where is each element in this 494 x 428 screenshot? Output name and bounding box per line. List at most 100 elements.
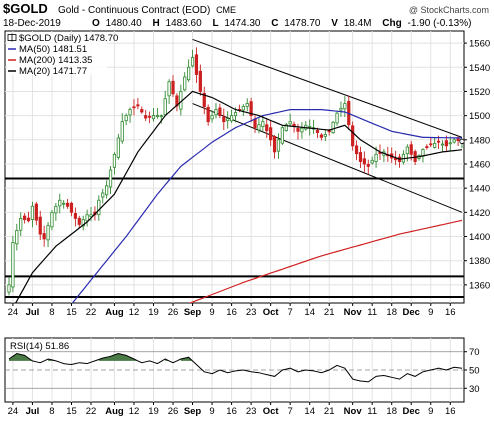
candle xyxy=(85,209,89,227)
candle xyxy=(335,111,339,126)
candle xyxy=(11,236,15,293)
candle xyxy=(440,140,445,152)
candle xyxy=(229,109,234,124)
price-tick-label-10: 1560 xyxy=(469,39,490,50)
close-value: 1478.70 xyxy=(284,18,321,29)
price-x-tick-label-1: Jul xyxy=(26,307,40,318)
candle xyxy=(81,215,85,231)
price-x-tick-label-9: Sep xyxy=(184,307,202,318)
candle xyxy=(202,86,206,115)
price-x-tick-label-13: Oct xyxy=(263,307,280,318)
candle xyxy=(128,107,132,123)
price-x-tick-label-17: Nov xyxy=(344,307,363,318)
candle xyxy=(62,200,66,209)
rsi-x-tick-label-18: 11 xyxy=(367,406,377,417)
candle xyxy=(15,223,19,251)
candle xyxy=(210,110,214,123)
rsi-legend-label: RSI(14) 51.86 xyxy=(10,341,69,352)
price-x-tick-label-7: 19 xyxy=(148,307,159,318)
price-x-tick-label-11: 16 xyxy=(226,307,237,318)
rsi-x-tick-label-14: 7 xyxy=(288,406,293,417)
candle xyxy=(140,106,144,114)
price-y-axis: 1360 1380 1400 1420 1440 1460 1480 1500 1520 1540… xyxy=(464,39,490,291)
candle xyxy=(116,133,120,160)
candle xyxy=(300,122,304,139)
candle xyxy=(374,146,378,168)
candle xyxy=(284,122,288,132)
candle xyxy=(42,225,46,247)
rsi-x-tick-label-15: 14 xyxy=(304,406,315,417)
candle xyxy=(288,113,292,127)
price-tick-label-8: 1520 xyxy=(469,87,490,98)
rsi-x-tick-label-12: 23 xyxy=(246,406,257,417)
price-plot xyxy=(5,38,464,303)
candle xyxy=(65,198,70,209)
exchange-label: CME xyxy=(216,5,236,15)
price-tick-label-6: 1480 xyxy=(469,135,490,146)
candle xyxy=(30,201,35,228)
candle xyxy=(339,101,343,117)
legend-item-ma20: MA(20) 1471.77 xyxy=(8,66,87,77)
rsi-x-tick-label-16: 21 xyxy=(324,406,335,417)
candle xyxy=(370,156,374,165)
close-label: C xyxy=(271,18,278,29)
price-tick-label-2: 1400 xyxy=(469,232,490,243)
candle xyxy=(23,213,27,224)
candle xyxy=(38,210,42,240)
legend-item-ma50: MA(50) 1481.51 xyxy=(8,44,87,55)
price-x-tick-label-22: 16 xyxy=(445,307,456,318)
copyright-label: @ StockCharts.com xyxy=(409,5,489,15)
price-x-tick-label-4: 22 xyxy=(86,307,97,318)
rsi-x-tick-label-1: Jul xyxy=(26,406,40,417)
price-tick-label-3: 1420 xyxy=(469,208,490,219)
price-x-tick-label-16: 21 xyxy=(324,307,335,318)
candle xyxy=(214,103,218,119)
legend-item-ma200: MA(200) 1413.35 xyxy=(8,55,92,66)
price-x-tick-label-18: 11 xyxy=(367,307,377,318)
rsi-x-tick-label-17: Nov xyxy=(344,406,363,417)
candle xyxy=(331,121,335,134)
horizontal-support-lines xyxy=(5,177,464,298)
rsi-x-tick-label-2: 8 xyxy=(49,406,54,417)
change-label: Chg xyxy=(382,18,401,29)
candle xyxy=(54,202,58,221)
candle xyxy=(280,125,284,145)
candle xyxy=(19,212,23,236)
rsi-x-tick-label-0: 24 xyxy=(8,406,19,417)
date-label: 18-Dec-2019 xyxy=(3,18,61,29)
price-tick-label-5: 1460 xyxy=(469,159,490,170)
rsi-x-tick-label-8: 26 xyxy=(168,406,179,417)
candle xyxy=(358,146,363,169)
price-x-tick-label-14: 7 xyxy=(288,307,293,318)
price-x-tick-label-3: 15 xyxy=(66,307,77,318)
legend-item-main: $GOLD (Daily) 1478.70 xyxy=(7,33,118,44)
rsi-guide-lines xyxy=(5,351,464,389)
candle xyxy=(26,211,31,223)
price-x-tick-label-2: 8 xyxy=(49,307,54,318)
contract-name: Gold - Continuous Contract (EOD) xyxy=(58,5,210,16)
candle xyxy=(194,47,199,83)
candle xyxy=(190,49,195,68)
candle xyxy=(257,118,261,134)
low-label: L xyxy=(212,18,218,29)
candle xyxy=(136,98,140,110)
rsi-tick-label-2: 70 xyxy=(469,347,480,358)
price-tick-label-4: 1440 xyxy=(469,184,490,195)
candle xyxy=(132,99,136,116)
candle xyxy=(366,159,370,175)
candle xyxy=(77,215,81,229)
price-x-tick-label-6: 12 xyxy=(129,307,140,318)
volume-label: V xyxy=(331,18,338,29)
rsi-x-tick-label-6: 12 xyxy=(129,406,140,417)
candle xyxy=(187,59,191,82)
open-value: 1480.40 xyxy=(106,18,143,29)
price-legend: $GOLD (Daily) 1478.70 MA(50) 1481.51 MA(… xyxy=(7,33,118,77)
candle xyxy=(167,79,171,105)
rsi-x-tick-label-13: Oct xyxy=(263,406,280,417)
price-x-axis: 24 Jul 8 15 22 Aug 12 19 26 Sep 9 16 23 Oct 7 14 21 Nov 11… xyxy=(8,303,456,318)
price-x-tick-label-8: 26 xyxy=(168,307,179,318)
candle xyxy=(272,135,277,159)
price-panel xyxy=(4,30,465,304)
description-label: Gold - Continuous Contract (EOD) CME xyxy=(58,5,236,16)
